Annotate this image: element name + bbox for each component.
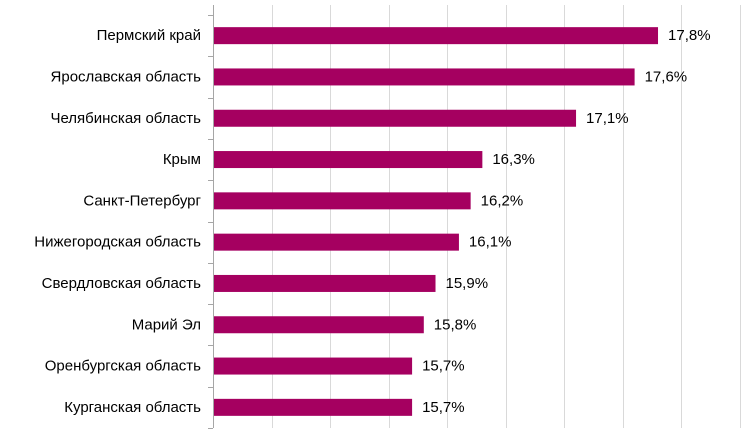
value-label: 15,7% <box>422 358 465 375</box>
category-label: Оренбургская область <box>45 358 201 375</box>
value-label: 16,1% <box>469 234 512 251</box>
category-label: Челябинская область <box>50 110 201 127</box>
value-label: 17,1% <box>586 110 629 127</box>
category-labels: Пермский край Ярославская область Челябинс… <box>34 27 201 416</box>
value-label: 16,2% <box>481 192 524 209</box>
category-label: Курганская область <box>64 399 201 416</box>
bar <box>214 192 471 210</box>
category-label: Пермский край <box>97 27 201 44</box>
value-labels: 17,8% 17,6% 17,1% 16,3% 16,2% 16,1% 15,9% 15,8%… <box>422 27 710 416</box>
category-label: Нижегородская область <box>34 234 201 251</box>
bars <box>214 27 659 416</box>
bar <box>214 233 459 251</box>
value-label: 15,8% <box>434 316 477 333</box>
value-label: 17,6% <box>645 68 688 85</box>
axis <box>208 5 214 429</box>
bar <box>214 398 413 416</box>
bar <box>214 316 424 334</box>
bar <box>214 109 577 127</box>
bar <box>214 274 436 292</box>
value-label: 15,7% <box>422 399 465 416</box>
value-label: 17,8% <box>668 27 711 44</box>
category-label: Марий Эл <box>132 316 201 333</box>
category-label: Ярославская область <box>51 68 202 85</box>
value-label: 15,9% <box>446 275 489 292</box>
bar <box>214 151 483 169</box>
bar <box>214 68 635 86</box>
bar <box>214 357 413 375</box>
category-label: Крым <box>163 151 201 168</box>
category-label: Санкт-Петербург <box>83 192 201 209</box>
bar <box>214 27 659 45</box>
value-label: 16,3% <box>492 151 535 168</box>
category-label: Свердловская область <box>42 275 202 292</box>
